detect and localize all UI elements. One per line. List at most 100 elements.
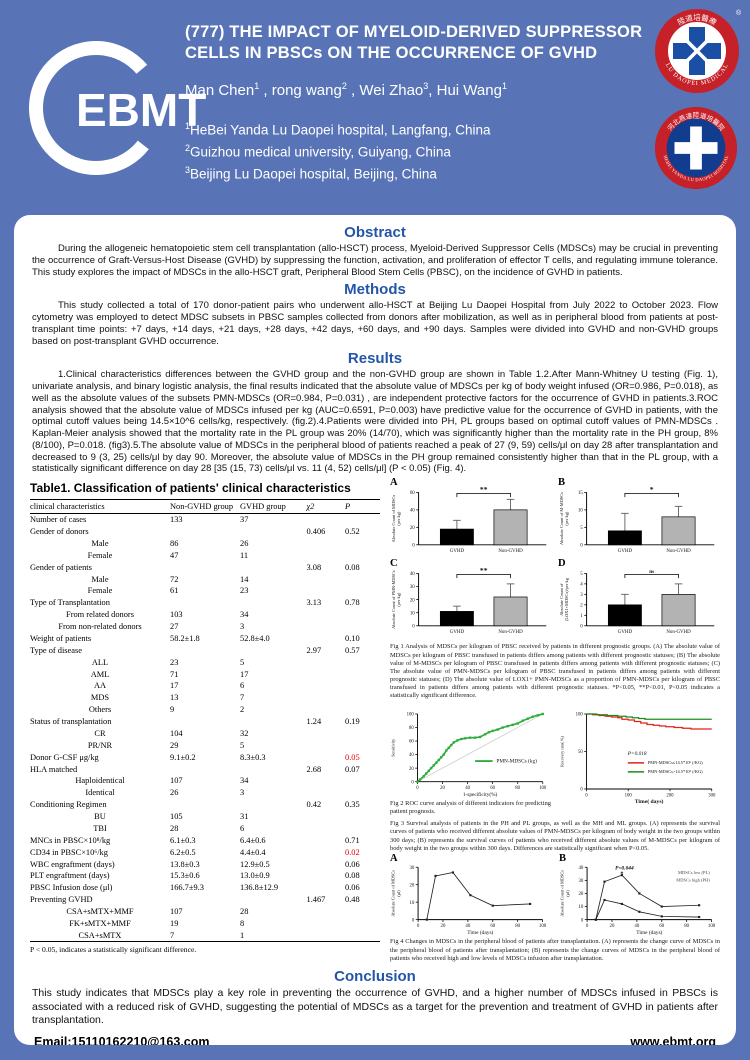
- svg-text:Absolute Count of MDSCs: Absolute Count of MDSCs: [391, 495, 396, 543]
- svg-text:0: 0: [412, 544, 415, 549]
- svg-text:GVHD: GVHD: [618, 630, 633, 635]
- svg-text:200: 200: [666, 793, 674, 798]
- conclusion-heading: Conclusion: [334, 967, 416, 985]
- table-row: Male 86 26: [91, 538, 249, 548]
- svg-text:(per kg): (per kg): [396, 511, 401, 526]
- abstract-heading: Obstract: [344, 224, 406, 241]
- svg-text:0: 0: [586, 924, 589, 929]
- affiliation-line: 1HeBei Yanda Lu Daopei hospital, Langfan…: [185, 120, 491, 138]
- svg-text:0: 0: [585, 793, 588, 798]
- svg-text:50: 50: [578, 750, 583, 755]
- svg-text:陸道培醫療: 陸道培醫療: [676, 12, 719, 27]
- table-row: Male 72 14: [91, 574, 249, 584]
- figure3-km-chart: 0 100 200 300 0 50 100 P=0.018 PMN-MDSCs≤14.5*10…: [559, 703, 720, 805]
- figure4-panelA-chart: 0 20 40 60 80 100 0 10 20 30 Time (days) Absolute C…: [390, 856, 551, 937]
- figure1-panelA-chart: 0 20 40 60 GVHD Non-GVHD ** Absolute Count of M…: [390, 480, 552, 560]
- svg-text:0: 0: [412, 918, 415, 923]
- svg-text:5: 5: [580, 526, 583, 531]
- table-row: PR/NR 29 5: [87, 740, 245, 750]
- table-row: BU 105 31: [94, 812, 249, 822]
- methods-heading: Methods: [344, 281, 406, 299]
- svg-text:MDSCs high (PH): MDSCs high (PH): [676, 877, 710, 882]
- svg-text:**: **: [480, 566, 488, 575]
- svg-text:20: 20: [578, 892, 583, 897]
- svg-text:80: 80: [515, 786, 520, 791]
- table-row: HLA matched 2.68 0.07: [30, 764, 360, 774]
- table-row: Female 61 23: [87, 586, 249, 596]
- svg-text:0: 0: [412, 625, 415, 630]
- svg-text:Absolute Count of PMN-MDSCs: Absolute Count of PMN-MDSCs: [391, 570, 396, 629]
- svg-text:0: 0: [416, 786, 419, 791]
- svg-text:MDSCs low (PL): MDSCs low (PL): [678, 870, 710, 875]
- figure1-panelD: D 0 1 2 3 4 5 GVHD Non-GVHD ns Absolute Count of(…: [558, 558, 720, 641]
- ebmt-logo-text: EBMT: [76, 84, 206, 136]
- figure2-block: 0 20 40 60 80 100 0 20 40 60 80 100 PMN-MDSCs (kg) 1-…: [390, 703, 551, 819]
- svg-text:10: 10: [578, 905, 583, 910]
- svg-text:P=0.044: P=0.044: [615, 865, 634, 871]
- table-column: Table1. Classification of patients' clin…: [30, 479, 380, 954]
- table-row: MNCs in PBSC×10⁸/kg 6.1±0.3 6.4±0.6 0.71: [30, 835, 360, 845]
- figure1-panelB-chart: 0 5 10 15 GVHD Non-GVHD * Absolute Count of M-M…: [558, 480, 720, 560]
- table-row: Others 9 2: [88, 705, 245, 715]
- ebmt-logo: EBMT: [18, 28, 218, 188]
- svg-text:60: 60: [490, 924, 495, 929]
- logo-top-arc-top-text: 陸道培醫療: [676, 12, 719, 27]
- svg-text:20: 20: [410, 599, 415, 604]
- svg-text:20: 20: [410, 526, 415, 531]
- svg-text:40: 40: [409, 753, 414, 758]
- footer: Email:15110162210@163.com www.ebmt.org: [30, 1035, 720, 1045]
- results-heading: Results: [347, 350, 403, 368]
- panel-letter-fig4A: A: [390, 852, 398, 864]
- svg-text:100: 100: [539, 786, 547, 791]
- svg-text:30: 30: [409, 866, 414, 871]
- figure2-figure3-row: 0 20 40 60 80 100 0 20 40 60 80 100 PMN-MDSCs (kg) 1-…: [390, 703, 720, 819]
- svg-text:1: 1: [580, 614, 583, 619]
- registered-mark: ®: [736, 9, 742, 17]
- svg-text:10: 10: [578, 509, 583, 514]
- figure4-panelB: B 0 20 40 60 80 100 0 10 20 30 40 P=0.044 * MDSCs low…: [559, 853, 720, 937]
- panel-letter-C: C: [390, 558, 398, 570]
- svg-text:Non-GVHD: Non-GVHD: [666, 630, 691, 635]
- svg-text:(μl): (μl): [396, 890, 401, 897]
- conclusion-text: This study indicates that MDSCs play a k…: [32, 986, 718, 1027]
- svg-text:0: 0: [580, 787, 583, 792]
- contact-email: Email:15110162210@163.com: [34, 1034, 210, 1045]
- table-row: CD34 in PBSC×10⁶/kg 6.2±0.5 4.4±0.4 0.02: [30, 847, 360, 857]
- svg-text:40: 40: [634, 924, 639, 929]
- svg-text:PMN-MDSCs (kg): PMN-MDSCs (kg): [496, 757, 537, 764]
- svg-text:0: 0: [417, 924, 420, 929]
- svg-text:(per kg): (per kg): [396, 592, 401, 607]
- table-row: Type of Transplantation 3.13 0.78: [30, 598, 360, 608]
- svg-text:Non-GVHD: Non-GVHD: [666, 549, 691, 554]
- figure1-panelA: A 0 20 40 60 GVHD Non-GVHD ** Absolute Count of…: [390, 477, 552, 560]
- figures-column: A 0 20 40 60 GVHD Non-GVHD ** Absolute Count of…: [390, 477, 720, 965]
- table-row: From non-related donors 27 3: [58, 622, 245, 632]
- svg-text:0: 0: [581, 918, 584, 923]
- affiliation-line: 2Guizhou medical university, Guiyang, Ch…: [185, 142, 451, 160]
- table-row: Type of disease 2.97 0.57: [30, 645, 360, 655]
- svg-text:0: 0: [411, 780, 414, 785]
- authors: Man Chen1 , rong wang2 , Wei Zhao3, Hui …: [185, 80, 507, 99]
- svg-text:100: 100: [708, 924, 716, 929]
- svg-text:100: 100: [539, 924, 547, 929]
- figure1-caption: Fig 1 Analysis of MDSCs per kilogram of …: [390, 643, 720, 700]
- svg-text:PMN-MDSCs≤14.5*10⁶ (/KG): PMN-MDSCs≤14.5*10⁶ (/KG): [648, 760, 703, 765]
- table-row: WBC engraftment (days) 13.8±0.3 12.9±0.5 0.…: [30, 859, 360, 869]
- svg-text:80: 80: [409, 726, 414, 731]
- svg-text:Time( days): Time( days): [635, 798, 664, 805]
- figure2-roc-chart: 0 20 40 60 80 100 0 20 40 60 80 100 PMN-MDSCs (kg) 1-…: [390, 703, 551, 798]
- svg-text:40: 40: [578, 866, 583, 871]
- svg-text:0: 0: [580, 544, 583, 549]
- table-row: Female 47 11: [87, 550, 249, 560]
- svg-text:Absolute Count of: Absolute Count of: [559, 583, 564, 616]
- panel-letter-A: A: [390, 477, 398, 489]
- table-row: Number of cases 133 37: [30, 515, 249, 525]
- svg-text:20: 20: [610, 924, 615, 929]
- table-row: Gender of donors 0.406 0.52: [30, 527, 360, 537]
- figure1-panelC: C 0 10 20 30 40 GVHD Non-GVHD ** Absolute Count …: [390, 558, 552, 641]
- svg-text:80: 80: [684, 924, 689, 929]
- svg-text:30: 30: [410, 586, 415, 591]
- svg-text:*: *: [620, 871, 623, 878]
- svg-text:40: 40: [410, 509, 415, 514]
- ebmt-logo-graphic: EBMT: [29, 41, 206, 175]
